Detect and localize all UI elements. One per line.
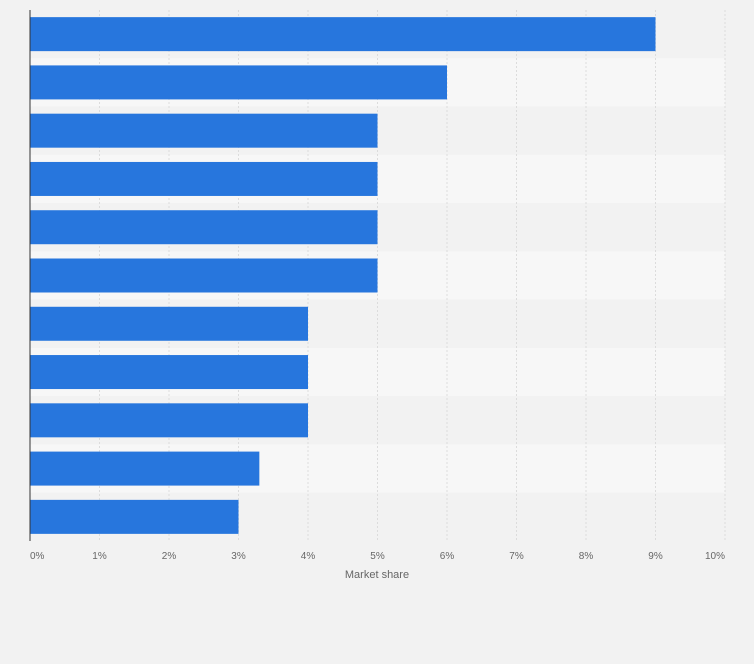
x-tick-label: 9% — [648, 551, 663, 562]
x-tick-label: 1% — [92, 551, 107, 562]
x-tick-label: 7% — [509, 551, 524, 562]
bars — [30, 17, 656, 534]
bar — [30, 451, 260, 486]
bar — [30, 17, 656, 52]
x-tick-label: 0% — [30, 551, 45, 562]
x-tick-label: 5% — [370, 551, 385, 562]
bar — [30, 306, 308, 341]
bar — [30, 65, 447, 100]
bar — [30, 499, 239, 534]
bar — [30, 161, 378, 196]
x-tick-label: 6% — [440, 551, 455, 562]
bar — [30, 403, 308, 438]
bar — [30, 210, 378, 245]
x-tick-labels: 0% 1% 2% 3% 4% 5% 6% 7% 8% 9% 10% — [30, 551, 725, 562]
x-tick-label: 4% — [301, 551, 316, 562]
x-axis-label: Market share — [345, 569, 409, 581]
x-tick-label: 8% — [579, 551, 594, 562]
bar — [30, 113, 378, 148]
bar — [30, 355, 308, 390]
x-tick-label: 3% — [231, 551, 246, 562]
x-tick-label: 2% — [162, 551, 177, 562]
x-tick-label: 10% — [705, 551, 725, 562]
bar — [30, 258, 378, 293]
